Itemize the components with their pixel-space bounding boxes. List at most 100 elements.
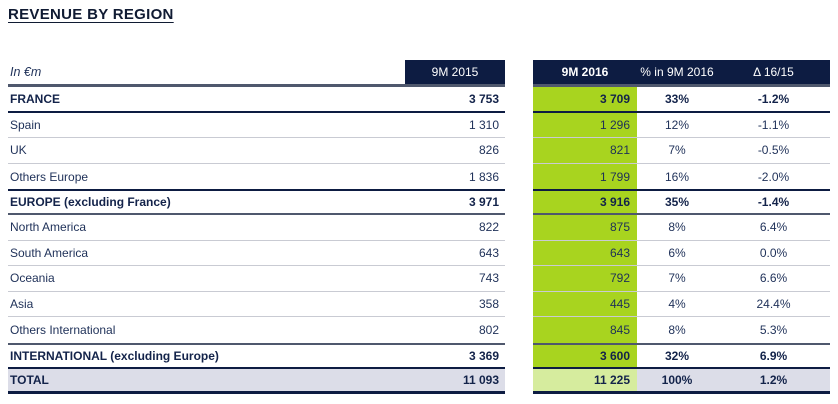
row-right-segment: 3 709 33% -1.2%: [533, 87, 830, 113]
row-left-segment: Oceania 743: [8, 266, 505, 292]
region-label: Spain: [10, 117, 41, 132]
unit-label: In €m: [10, 65, 42, 79]
delta-16-15: 6.6%: [759, 271, 788, 286]
value-9m2015: 826: [478, 143, 499, 158]
value-9m2015: 3 971: [468, 195, 499, 210]
table-row: UK 826 821 7% -0.5%: [8, 138, 830, 164]
table-row: South America 643 643 6% 0.0%: [8, 240, 830, 267]
table-body: FRANCE 3 753 3 709 33% -1.2% Spain 1 310…: [8, 87, 830, 395]
value-9m2016: 1 296: [533, 112, 637, 138]
column-header-9m2016: 9M 2016: [533, 60, 637, 84]
row-left-segment: UK 826: [8, 138, 505, 164]
column-gap: [505, 87, 533, 113]
table-row: Asia 358 445 4% 24.4%: [8, 291, 830, 318]
row-right-segment: 792 7% 6.6%: [533, 266, 830, 292]
row-left-segment: FRANCE 3 753: [8, 87, 505, 113]
table-row: Others Europe 1 836 1 799 16% -2.0%: [8, 163, 830, 190]
row-left-segment: TOTAL 11 093: [8, 368, 505, 395]
delta-16-15: 24.4%: [756, 297, 791, 312]
value-9m2015: 1 836: [468, 169, 499, 184]
share-9m2016: 16%: [664, 169, 690, 184]
value-9m2016: 792: [533, 266, 637, 291]
column-gap: [505, 342, 533, 369]
share-9m2016: 7%: [668, 271, 686, 286]
value-9m2016: 875: [533, 214, 637, 240]
row-right-segment: 1 799 16% -2.0%: [533, 163, 830, 190]
value-9m2016: 3 916: [533, 191, 637, 213]
share-9m2016: 4%: [668, 297, 686, 312]
row-left-segment: Asia 358: [8, 292, 505, 318]
share-9m2016: 12%: [664, 117, 690, 132]
region-label: TOTAL: [8, 368, 405, 392]
delta-16-15: -1.2%: [757, 91, 790, 106]
value-9m2015: 3 753: [468, 91, 499, 106]
row-left-segment: South America 643: [8, 241, 505, 267]
column-gap: [505, 317, 533, 343]
table-row: North America 822 875 8% 6.4%: [8, 214, 830, 241]
row-left-segment: Spain 1 310: [8, 113, 505, 139]
region-label: North America: [10, 220, 87, 235]
row-right-segment: 11 225 100% 1.2%: [533, 368, 830, 395]
value-9m2016: 3 709: [533, 87, 637, 111]
share-9m2016: 8%: [668, 323, 686, 338]
share-9m2016: 6%: [668, 245, 686, 260]
row-right-segment: 1 296 12% -1.1%: [533, 112, 830, 139]
share-9m2016: 35%: [664, 195, 690, 210]
column-header-share: % in 9M 2016: [637, 60, 717, 84]
table-row: FRANCE 3 753 3 709 33% -1.2%: [8, 87, 830, 113]
value-9m2015: 743: [478, 271, 499, 286]
header-right-segment: 9M 2016 % in 9M 2016 Δ 16/15: [533, 60, 830, 87]
row-left-segment: Others Europe 1 836: [8, 164, 505, 190]
page-title: REVENUE BY REGION: [8, 6, 174, 23]
delta-16-15: -1.4%: [757, 195, 790, 210]
share-9m2016: 100%: [637, 368, 717, 392]
table-row: Others International 802 845 8% 5.3%: [8, 317, 830, 343]
delta-16-15: -0.5%: [757, 143, 790, 158]
column-gap: [505, 163, 533, 190]
column-gap: [505, 60, 533, 87]
value-9m2015: 11 093: [405, 368, 505, 392]
value-9m2016: 643: [533, 240, 637, 266]
delta-16-15: 6.4%: [759, 220, 788, 235]
row-left-segment: North America 822: [8, 215, 505, 241]
delta-16-15: 1.2%: [717, 368, 830, 392]
value-9m2015: 822: [478, 220, 499, 235]
region-label: South America: [10, 245, 89, 260]
column-gap: [505, 112, 533, 139]
value-9m2015: 802: [478, 323, 499, 338]
header-left-segment: In €m 9M 2015: [8, 60, 505, 87]
delta-16-15: -1.1%: [757, 117, 790, 132]
row-right-segment: 845 8% 5.3%: [533, 317, 830, 343]
column-gap: [505, 291, 533, 318]
column-gap: [505, 266, 533, 292]
row-right-segment: 3 916 35% -1.4%: [533, 189, 830, 215]
row-right-segment: 875 8% 6.4%: [533, 214, 830, 241]
value-9m2016: 11 225: [533, 368, 637, 392]
table-row: TOTAL 11 093 11 225 100% 1.2%: [8, 368, 830, 395]
region-label: Asia: [10, 297, 34, 312]
delta-16-15: 0.0%: [759, 245, 788, 260]
table-row: Spain 1 310 1 296 12% -1.1%: [8, 112, 830, 139]
table-row: Oceania 743 792 7% 6.6%: [8, 266, 830, 292]
table-row: INTERNATIONAL (excluding Europe) 3 369 3…: [8, 342, 830, 369]
region-label: FRANCE: [10, 91, 60, 106]
region-label: Others Europe: [10, 169, 89, 184]
region-label: INTERNATIONAL (excluding Europe): [10, 348, 219, 363]
value-9m2016: 821: [533, 138, 637, 163]
row-right-segment: 643 6% 0.0%: [533, 240, 830, 267]
value-9m2016: 845: [533, 317, 637, 343]
row-right-segment: 445 4% 24.4%: [533, 291, 830, 318]
value-9m2016: 1 799: [533, 163, 637, 190]
share-9m2016: 8%: [668, 220, 686, 235]
row-right-segment: 821 7% -0.5%: [533, 138, 830, 164]
share-9m2016: 7%: [668, 143, 686, 158]
delta-16-15: 5.3%: [759, 323, 788, 338]
row-left-segment: EUROPE (excluding France) 3 971: [8, 189, 505, 215]
row-left-segment: INTERNATIONAL (excluding Europe) 3 369: [8, 342, 505, 369]
column-gap: [505, 240, 533, 267]
region-label: Oceania: [10, 271, 55, 286]
region-label: EUROPE (excluding France): [10, 195, 171, 210]
column-gap: [505, 368, 533, 395]
value-9m2015: 3 369: [468, 348, 499, 363]
